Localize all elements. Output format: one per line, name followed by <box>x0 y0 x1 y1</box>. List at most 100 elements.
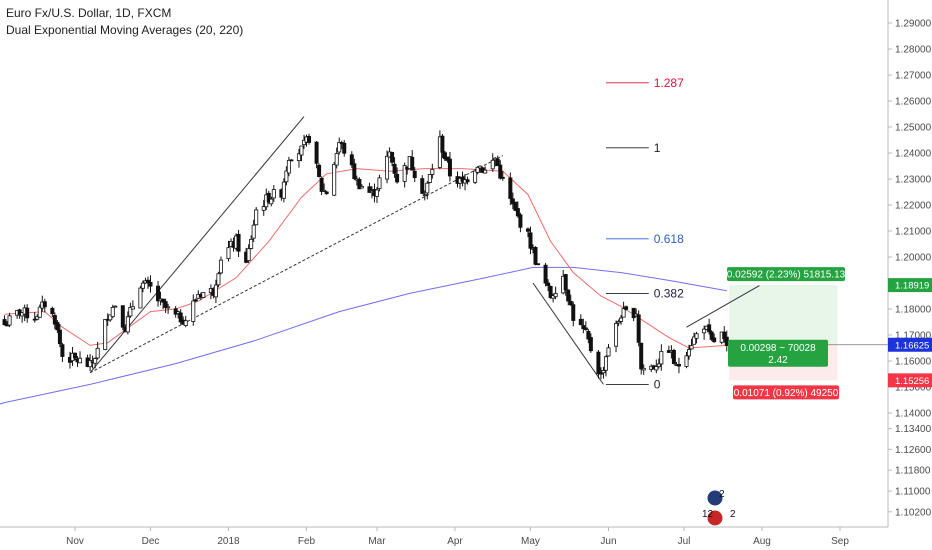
x-tick-label: Jul <box>678 536 691 547</box>
candle-body <box>156 285 161 302</box>
candle-body <box>57 329 62 345</box>
event-badge-count: 2 <box>730 509 736 520</box>
candle-body <box>659 350 664 365</box>
candle-body <box>525 228 530 232</box>
candle-body <box>631 307 636 319</box>
candle-body <box>163 301 168 308</box>
candle-body <box>692 336 697 345</box>
y-tick-label: 1.23000 <box>895 175 932 186</box>
candle-body <box>130 306 135 310</box>
candle-body <box>148 281 153 287</box>
fib-level-label: 0.382 <box>654 286 684 300</box>
x-tick-label: Dec <box>142 536 160 547</box>
fib-level-label: 1 <box>654 141 661 155</box>
candle-body <box>571 304 576 321</box>
candle-body <box>581 325 586 330</box>
candle-body <box>374 189 379 197</box>
candle-body <box>161 298 166 303</box>
candle-body <box>103 319 108 350</box>
x-tick-label: Mar <box>368 536 386 547</box>
candle-body <box>251 224 256 239</box>
fib-level-label: 1.287 <box>654 76 684 90</box>
y-tick-label: 1.12600 <box>895 445 932 456</box>
candle-body <box>430 168 435 175</box>
candle-body <box>684 355 689 367</box>
candle-body <box>246 248 251 261</box>
candle-body <box>601 370 606 374</box>
candle-body <box>140 282 145 289</box>
candle-body <box>359 186 364 189</box>
candle-body <box>88 360 93 368</box>
candle-body <box>35 316 40 320</box>
candle-body <box>500 176 505 179</box>
candle-body <box>420 178 425 194</box>
candle-body <box>266 192 271 203</box>
candle-body <box>191 300 196 322</box>
candle-body <box>460 176 465 182</box>
candle-body <box>193 299 198 302</box>
candle-body <box>702 328 707 334</box>
candle-body <box>138 287 143 309</box>
candle-body <box>709 331 714 340</box>
price-tag-label: 1.18919 <box>895 281 929 292</box>
candle-body <box>385 155 390 180</box>
candle-body <box>307 135 312 143</box>
candle-body <box>271 189 276 199</box>
candle-body <box>125 316 130 333</box>
y-tick-label: 1.15000 <box>895 383 932 394</box>
candle-body <box>712 337 717 343</box>
candle-body <box>60 344 65 357</box>
event-badges: 2 12 2 <box>702 489 736 527</box>
target-zone <box>729 285 838 345</box>
trendline-3 <box>532 282 604 385</box>
candle-body <box>284 170 289 183</box>
candle-body <box>624 306 629 310</box>
candle-body <box>367 186 372 193</box>
candle-body <box>410 156 415 171</box>
candle-body <box>641 367 646 371</box>
candle-body <box>395 174 400 183</box>
stop-box <box>733 385 839 400</box>
candle-body <box>289 159 294 162</box>
candle-body <box>269 198 274 205</box>
candle-body <box>145 279 150 283</box>
price-tag <box>888 373 932 388</box>
candle-body <box>536 263 541 266</box>
price-tag-label: 1.16625 <box>895 340 929 351</box>
x-tick-label: Feb <box>298 536 316 547</box>
candle-body <box>42 301 47 308</box>
y-tick-label: 1.27000 <box>895 71 932 82</box>
candle-body <box>286 159 291 174</box>
candle-body <box>724 336 729 346</box>
candle-body <box>614 323 619 347</box>
candle-body <box>445 156 450 161</box>
price-tag-label: 1.15256 <box>895 376 929 387</box>
moving-averages <box>0 168 727 405</box>
candle-body <box>656 363 661 368</box>
x-tick-label: Apr <box>447 536 463 547</box>
candle-body <box>475 166 480 173</box>
candle-body <box>490 159 495 170</box>
candle-body <box>55 322 60 331</box>
fib-extension: 1.287 1 0.618 0.382 0 <box>605 76 684 391</box>
y-tick-label: 1.24000 <box>895 149 932 160</box>
entry-label-2: 2.42 <box>768 355 788 366</box>
candle-body <box>510 198 515 205</box>
candle-body <box>78 357 83 364</box>
candle-body <box>619 317 624 322</box>
candle-body <box>553 293 558 298</box>
candle-body <box>568 300 573 306</box>
stop-label: 0.01071 (0.92%) 49250 <box>734 388 839 399</box>
candle-body <box>422 194 427 197</box>
y-tick-label: 1.18000 <box>895 305 932 316</box>
candle-body <box>515 208 520 217</box>
candle-body <box>578 318 583 326</box>
x-tick-label: 2018 <box>217 536 240 547</box>
y-tick-label: 1.13400 <box>895 424 932 435</box>
candle-body <box>216 273 221 286</box>
y-tick-label: 1.20000 <box>895 253 932 264</box>
trendline-4 <box>686 285 760 328</box>
candle-body <box>337 142 342 153</box>
indicator-legend[interactable]: Dual Exponential Moving Averages (20, 22… <box>6 23 244 37</box>
